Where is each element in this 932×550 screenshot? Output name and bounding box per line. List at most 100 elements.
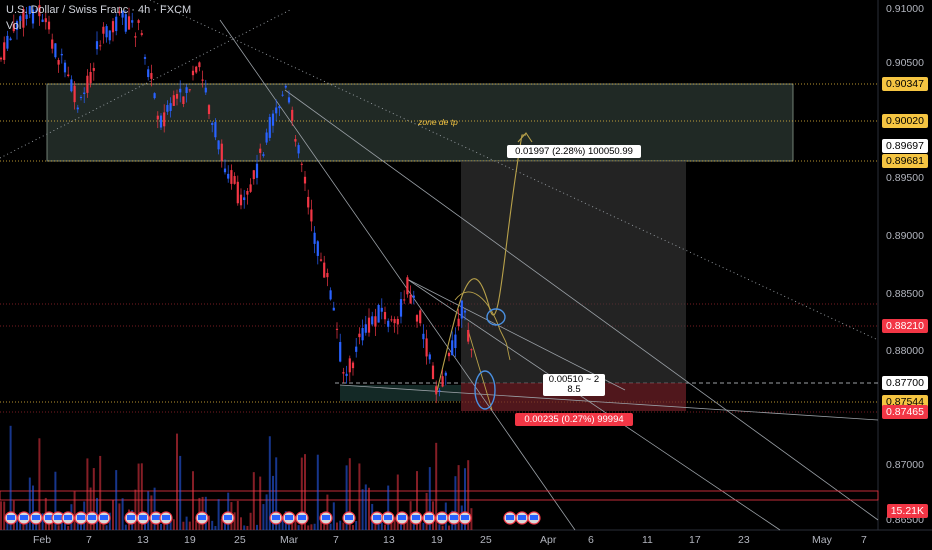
flag-stripe — [384, 515, 392, 520]
candle-body — [9, 38, 12, 41]
ratio-line-1: 0.00510 ~ 2 — [548, 374, 600, 385]
price-tag: 0.88210 — [882, 319, 928, 333]
candle-body — [41, 19, 44, 22]
candle-body — [108, 30, 111, 41]
flag-stripe — [450, 515, 458, 520]
candle-body — [259, 148, 262, 153]
candle-body — [230, 170, 233, 184]
flag-stripe — [54, 515, 62, 520]
candle-body — [220, 143, 223, 161]
candle-body — [300, 163, 303, 165]
candle-body — [12, 24, 15, 32]
candle-body — [236, 181, 239, 204]
ratio-info-box[interactable]: 0.00510 ~ 2 8.5 — [543, 374, 605, 396]
candle-body — [198, 62, 201, 68]
candle-body — [278, 106, 281, 109]
volume-bar — [246, 525, 249, 530]
volume-bar — [217, 499, 220, 530]
candle-body — [323, 262, 326, 278]
marker-circle-2[interactable] — [474, 370, 496, 410]
time-tick: 7 — [861, 534, 867, 546]
candle-body — [243, 197, 246, 201]
candle-body — [367, 317, 371, 333]
candle-body — [191, 70, 195, 76]
tp-zone-rect[interactable] — [46, 83, 794, 162]
target-info-box[interactable]: 0.01997 (2.28%) 100050.99 — [507, 145, 641, 158]
candle-body — [403, 299, 406, 301]
candle-body — [374, 316, 377, 327]
candle-body — [428, 354, 431, 360]
trendline-channel-3[interactable] — [406, 278, 781, 531]
candle-body — [294, 139, 297, 142]
trendline-channel-2[interactable] — [284, 89, 879, 521]
candle-body — [31, 9, 35, 24]
volume-bar — [220, 518, 223, 530]
trendline-wedge-top[interactable] — [406, 278, 626, 391]
candle-body — [441, 376, 444, 387]
candle-body — [393, 319, 396, 324]
price-tag: 0.87465 — [882, 405, 928, 419]
candle-body — [470, 349, 473, 351]
candle-body — [121, 10, 124, 18]
volume-bar — [428, 467, 431, 530]
candle-body — [303, 176, 307, 184]
candle-body — [419, 310, 422, 324]
candle-body — [156, 115, 159, 120]
time-tick: 19 — [184, 534, 196, 546]
volume-bar — [9, 425, 12, 530]
flag-stripe — [461, 515, 469, 520]
candle-body — [332, 307, 335, 311]
volume-bar — [89, 487, 92, 530]
projection-path[interactable] — [435, 134, 526, 396]
volume-bar — [38, 438, 41, 530]
candlestick-series[interactable] — [0, 0, 473, 404]
time-tick: 25 — [234, 534, 246, 546]
volume-bar — [118, 503, 121, 530]
symbol-title[interactable]: U.S. Dollar / Swiss Franc · 4h · FXCM — [6, 4, 192, 16]
stop-info-box[interactable]: 0.00235 (0.27%) 99994 — [515, 413, 633, 426]
trendline-channel-1[interactable] — [219, 19, 576, 531]
volume-bar — [380, 522, 383, 530]
candle-body — [271, 113, 275, 126]
volume-bar — [406, 518, 409, 530]
candle-body — [166, 105, 169, 112]
volume-bar — [265, 494, 268, 530]
candle-body — [51, 39, 54, 49]
candle-body — [175, 93, 179, 99]
candle-body — [134, 36, 137, 38]
price-tag: 15.21K — [886, 504, 928, 518]
candle-body — [239, 194, 243, 206]
trendline-wedge-bottom[interactable] — [339, 384, 879, 421]
time-tick: 13 — [383, 534, 395, 546]
volume-bar — [86, 458, 89, 530]
volume-bar — [400, 520, 402, 530]
marker-circle-1[interactable] — [486, 308, 506, 326]
flag-stripe — [518, 515, 526, 520]
volume-bar — [313, 523, 316, 530]
flag-stripe — [285, 515, 293, 520]
candle-body — [54, 43, 57, 58]
flag-stripe — [7, 515, 15, 520]
price-tick: 0.90500 — [886, 57, 924, 69]
volume-bar — [112, 499, 114, 530]
plot-area[interactable] — [0, 0, 878, 530]
position-target-area[interactable] — [461, 161, 686, 383]
price-tag: 0.87700 — [882, 376, 928, 390]
volume-label: Vol — [6, 20, 22, 32]
support-zone[interactable] — [340, 385, 461, 401]
volume-bar — [64, 523, 66, 530]
time-tick: Mar — [280, 534, 299, 546]
projection-arrow[interactable] — [517, 132, 533, 143]
volume-bar — [464, 468, 466, 530]
flag-stripe — [45, 515, 53, 520]
candle-body — [73, 85, 76, 103]
volume-bar — [240, 517, 242, 530]
candle-body — [89, 71, 92, 84]
projection-path-2[interactable] — [454, 291, 511, 361]
volume-bar — [422, 522, 425, 530]
candle-body — [211, 123, 214, 125]
projection-line-3[interactable] — [467, 329, 493, 411]
volume-bar — [211, 520, 214, 530]
candle-body — [185, 87, 188, 93]
